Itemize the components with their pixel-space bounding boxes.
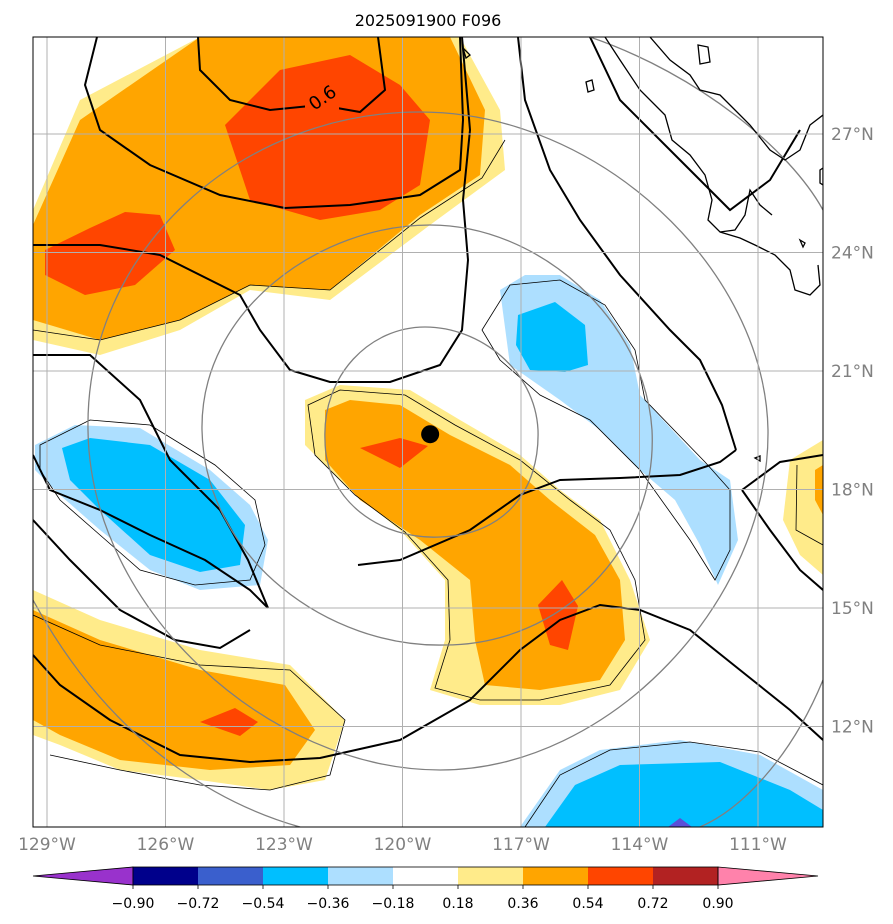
thick-contour bbox=[589, 37, 801, 212]
lat-tick-label: 21°N bbox=[831, 362, 874, 382]
colorbar-tick-label: 0.90 bbox=[702, 896, 733, 912]
island bbox=[697, 44, 711, 65]
lon-tick-label: 111°W bbox=[729, 835, 787, 855]
lat-tick-label: 24°N bbox=[831, 244, 874, 264]
contour-label-bg bbox=[305, 84, 339, 110]
lon-tick-label: 123°W bbox=[255, 835, 313, 855]
coastline bbox=[462, 37, 823, 463]
thick-contour bbox=[741, 454, 823, 491]
lon-tick-label: 114°W bbox=[611, 835, 669, 855]
thick-contour bbox=[357, 449, 737, 566]
coastline-mainland bbox=[649, 37, 823, 161]
thin-contour bbox=[33, 139, 506, 341]
colorbar-tick-label: −0.36 bbox=[307, 896, 350, 912]
range-ring-far bbox=[699, 679, 823, 827]
colorbar: −0.90 −0.72 −0.54 −0.36 −0.18 0.18 0.36 0.54 0.7… bbox=[32, 866, 819, 912]
lat-tick-label: 27°N bbox=[831, 125, 874, 145]
lon-tick-label: 120°W bbox=[374, 835, 432, 855]
thick-contour bbox=[33, 603, 823, 764]
thick-contour-lines bbox=[33, 37, 823, 764]
colorbar-segment bbox=[458, 867, 523, 885]
thin-contour bbox=[481, 279, 731, 581]
colorbar-tick-label: 0.72 bbox=[637, 896, 668, 912]
storm-center-marker bbox=[421, 425, 440, 444]
colorbar-segment bbox=[198, 867, 263, 885]
range-ring-far bbox=[589, 37, 823, 211]
island bbox=[585, 79, 595, 93]
thin-contour bbox=[39, 419, 266, 586]
range-ring-far bbox=[33, 599, 301, 827]
range-ring-outer bbox=[87, 111, 769, 771]
colorbar-tick-label: 0.18 bbox=[442, 896, 473, 912]
colorbar-extend-low bbox=[32, 866, 134, 886]
coastline-baja bbox=[604, 37, 773, 233]
lon-tick-label: 117°W bbox=[492, 835, 550, 855]
thin-contour bbox=[307, 389, 646, 701]
colorbar-tick-label: 0.36 bbox=[507, 896, 538, 912]
longitude-tick-labels: 129°W 126°W 123°W 120°W 117°W 114°W 111°W bbox=[18, 835, 787, 855]
lat-tick-label: 18°N bbox=[831, 481, 874, 501]
lat-tick-label: 12°N bbox=[831, 718, 874, 738]
anomaly-fill-neg-036 bbox=[62, 438, 245, 572]
range-ring-middle bbox=[201, 224, 653, 646]
island bbox=[798, 238, 806, 249]
colorbar-tick-label: 0.54 bbox=[572, 896, 603, 912]
colorbar-segment bbox=[588, 867, 653, 885]
anomaly-fill-neg-036 bbox=[545, 762, 823, 827]
thick-contour bbox=[741, 489, 823, 591]
latitude-tick-labels: 27°N 24°N 21°N 18°N 15°N 12°N bbox=[831, 125, 874, 738]
chart-title: 2025091900 F096 bbox=[355, 11, 502, 30]
colorbar-tick-label: −0.90 bbox=[112, 896, 155, 912]
thick-contour bbox=[33, 519, 251, 650]
anomaly-fill-054b bbox=[538, 580, 578, 650]
colorbar-segment bbox=[523, 867, 588, 885]
anomaly-fill-018 bbox=[783, 440, 823, 575]
colorbar-extend-high bbox=[717, 866, 819, 886]
negative-anomaly-fields bbox=[35, 275, 823, 827]
thick-contour bbox=[197, 37, 387, 114]
thin-contour bbox=[795, 464, 823, 546]
positive-anomaly-fields bbox=[33, 37, 823, 790]
island bbox=[462, 47, 471, 60]
thin-contour bbox=[33, 614, 346, 791]
map-area: 0.6 bbox=[33, 37, 823, 827]
thick-contour bbox=[33, 37, 472, 383]
thick-contour bbox=[517, 37, 737, 451]
colorbar-tick-label: −0.18 bbox=[372, 896, 415, 912]
anomaly-fill-neg-054 bbox=[668, 818, 692, 827]
coastline-gulf bbox=[719, 231, 821, 296]
colorbar-tick-label: −0.72 bbox=[177, 896, 220, 912]
range-ring-inner bbox=[324, 326, 539, 538]
colorbar-segment bbox=[263, 867, 328, 885]
thick-contour bbox=[83, 37, 465, 210]
lon-tick-label: 129°W bbox=[18, 835, 76, 855]
anomaly-fill-054b bbox=[45, 212, 175, 295]
colorbar-segment bbox=[133, 867, 198, 885]
colorbar-tick-label: −0.54 bbox=[242, 896, 285, 912]
range-rings bbox=[33, 37, 823, 827]
colorbar-segment bbox=[328, 867, 393, 885]
anomaly-fill-054 bbox=[200, 708, 258, 736]
thick-contour bbox=[33, 354, 269, 609]
anomaly-fill-054 bbox=[360, 438, 428, 468]
anomaly-fill-neg-036 bbox=[516, 302, 588, 372]
colorbar-segment bbox=[393, 867, 458, 885]
island bbox=[819, 167, 823, 186]
graticule bbox=[33, 37, 823, 827]
colorbar-segment bbox=[653, 867, 718, 885]
colorbar-frame bbox=[132, 866, 719, 886]
lat-tick-label: 15°N bbox=[831, 599, 874, 619]
thin-contour-lines bbox=[33, 139, 823, 827]
lon-tick-label: 126°W bbox=[137, 835, 195, 855]
map-frame bbox=[32, 36, 824, 828]
thin-contour bbox=[524, 741, 823, 827]
